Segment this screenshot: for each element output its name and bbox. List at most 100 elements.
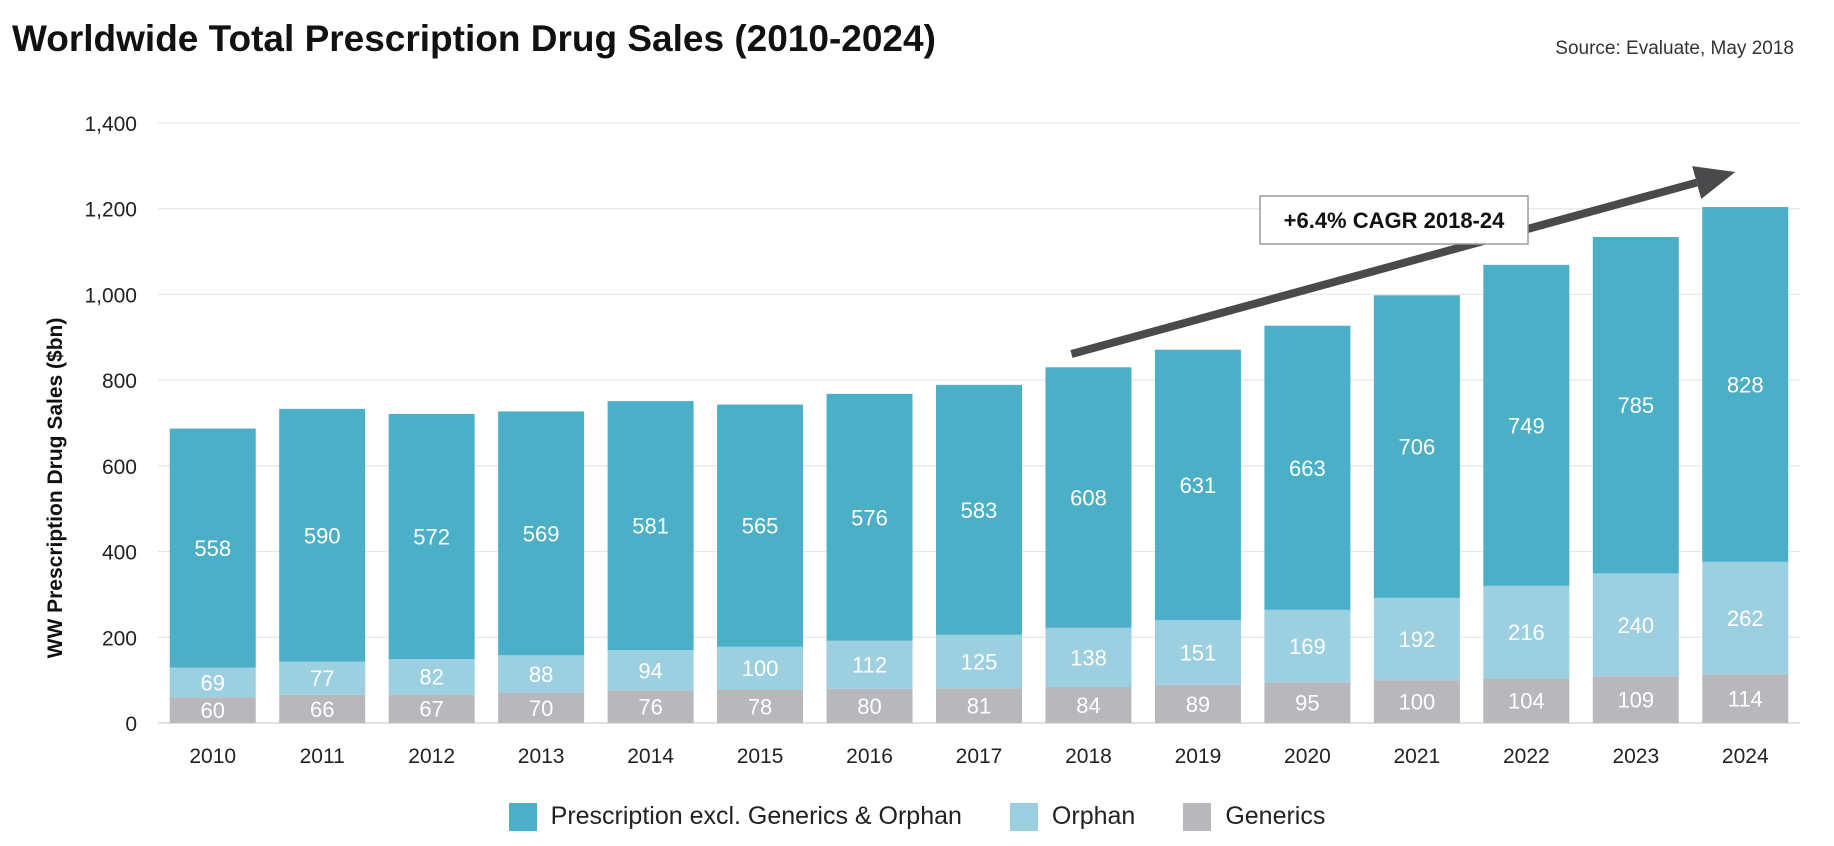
data-label-orphan: 77 — [310, 666, 334, 691]
bar-segment-prescription — [826, 393, 913, 641]
data-label-orphan: 112 — [852, 653, 887, 678]
bar-segment-generics — [1483, 678, 1570, 723]
y-tick-label: 1,400 — [84, 113, 137, 136]
bar-segment-orphan — [279, 661, 366, 695]
bar-segment-generics — [826, 688, 913, 723]
bar-segment-prescription — [936, 384, 1022, 635]
data-label-generics: 114 — [1728, 687, 1763, 712]
cagr-arrow-shaft — [1070, 178, 1698, 358]
data-label-prescription: 749 — [1508, 413, 1545, 438]
x-tick-label: 2023 — [1612, 745, 1659, 768]
bar-segment-generics — [1154, 684, 1241, 723]
data-label-orphan: 216 — [1508, 620, 1545, 645]
bar-segment-orphan — [717, 646, 804, 690]
data-label-orphan: 125 — [961, 650, 998, 675]
data-label-generics: 76 — [638, 695, 662, 720]
data-label-orphan: 240 — [1617, 613, 1654, 638]
y-tick-label: 1,000 — [84, 284, 137, 307]
y-tick-label: 400 — [102, 542, 137, 565]
data-label-orphan: 151 — [1180, 641, 1217, 666]
bar-segment-prescription — [1702, 207, 1789, 562]
data-label-orphan: 169 — [1289, 634, 1326, 659]
legend-item-prescription: Prescription excl. Generics & Orphan — [508, 802, 962, 831]
x-tick-label: 2013 — [518, 745, 565, 768]
data-label-prescription: 608 — [1070, 486, 1107, 511]
data-label-prescription: 828 — [1727, 372, 1764, 397]
data-label-generics: 60 — [200, 698, 224, 723]
y-tick-label: 0 — [125, 713, 137, 736]
bar-segment-generics — [1264, 682, 1351, 723]
data-label-prescription: 572 — [413, 525, 450, 550]
bar-segment-generics — [1702, 674, 1789, 723]
x-tick-label: 2022 — [1503, 745, 1550, 768]
bar-segment-generics — [1592, 676, 1679, 723]
y-tick-label: 1,200 — [84, 199, 137, 222]
y-axis-tick-labels: 0 200 400 600 800 1,000 1,200 1,400 — [84, 113, 137, 736]
y-tick-label: 800 — [102, 370, 137, 393]
data-label-generics: 67 — [419, 697, 443, 722]
legend-swatch-orphan — [1009, 802, 1038, 831]
data-label-generics: 84 — [1076, 693, 1100, 718]
x-tick-label: 2021 — [1394, 745, 1441, 768]
source-note: Source: Evaluate, May 2018 — [1555, 38, 1794, 59]
bar-segment-prescription — [279, 408, 366, 662]
bar-segment-generics — [498, 693, 585, 723]
x-tick-label: 2019 — [1175, 745, 1222, 768]
x-axis-tick-labels: 2010 2011 2012 2013 2014 2015 2016 2017 2018 2019… — [189, 745, 1769, 768]
y-axis-label: WW Prescription Drug Sales ($bn) — [44, 318, 67, 659]
data-label-generics: 78 — [748, 694, 772, 719]
bar-segment-prescription — [1373, 295, 1460, 598]
x-tick-label: 2010 — [189, 745, 236, 768]
bar-segment-prescription — [1264, 325, 1351, 610]
cagr-arrow-head — [1692, 166, 1736, 199]
data-label-generics: 109 — [1617, 688, 1654, 713]
bar-segment-prescription — [498, 411, 585, 656]
legend-swatch-prescription — [508, 802, 537, 831]
legend-item-orphan: Orphan — [1009, 802, 1135, 831]
data-label-prescription: 565 — [742, 514, 779, 539]
bar-segment-prescription — [717, 404, 804, 647]
bar-segment-orphan — [169, 667, 256, 698]
y-tick-label: 600 — [102, 456, 137, 479]
data-label-generics: 66 — [310, 697, 334, 722]
x-tick-label: 2012 — [408, 745, 455, 768]
data-label-generics: 80 — [857, 694, 881, 719]
bar-segment-generics — [1045, 687, 1132, 723]
bar-segment-orphan — [498, 655, 585, 693]
data-label-orphan: 69 — [200, 671, 224, 696]
x-tick-label: 2016 — [846, 745, 893, 768]
data-label-prescription: 569 — [523, 521, 560, 546]
data-label-generics: 100 — [1399, 690, 1436, 715]
bar-segment-generics — [717, 689, 804, 723]
bar-segment-prescription — [1154, 349, 1241, 621]
data-label-prescription: 558 — [194, 536, 231, 561]
y-tick-label: 200 — [102, 627, 137, 650]
data-label-prescription: 631 — [1180, 473, 1217, 498]
bar-segment-generics — [607, 690, 694, 723]
bar-segment-orphan — [607, 650, 694, 691]
x-tick-label: 2020 — [1284, 745, 1331, 768]
bar-segment-orphan — [1264, 609, 1351, 683]
bar-segment-orphan — [1592, 573, 1679, 677]
data-label-orphan: 100 — [742, 656, 779, 681]
bar-segment-orphan — [1483, 585, 1570, 679]
data-label-orphan: 94 — [638, 658, 662, 683]
cagr-annotation: +6.4% CAGR 2018-24 — [1070, 166, 1736, 358]
data-label-prescription: 576 — [851, 505, 888, 530]
chart-title: Worldwide Total Prescription Drug Sales … — [12, 18, 936, 59]
legend-label-prescription: Prescription excl. Generics & Orphan — [550, 802, 962, 830]
legend-item-generics: Generics — [1183, 802, 1325, 831]
data-label-prescription: 581 — [632, 514, 669, 539]
data-label-generics: 104 — [1508, 689, 1545, 714]
data-label-prescription: 706 — [1399, 435, 1436, 460]
x-tick-label: 2011 — [300, 745, 345, 768]
bar-segment-prescription — [1592, 237, 1679, 574]
cagr-annotation-box — [1259, 195, 1529, 245]
data-label-orphan: 262 — [1727, 606, 1764, 631]
bar-segment-generics — [279, 694, 366, 723]
bar-segment-prescription — [607, 401, 694, 651]
data-label-generics: 95 — [1295, 691, 1319, 716]
bar-segment-orphan — [936, 634, 1022, 689]
